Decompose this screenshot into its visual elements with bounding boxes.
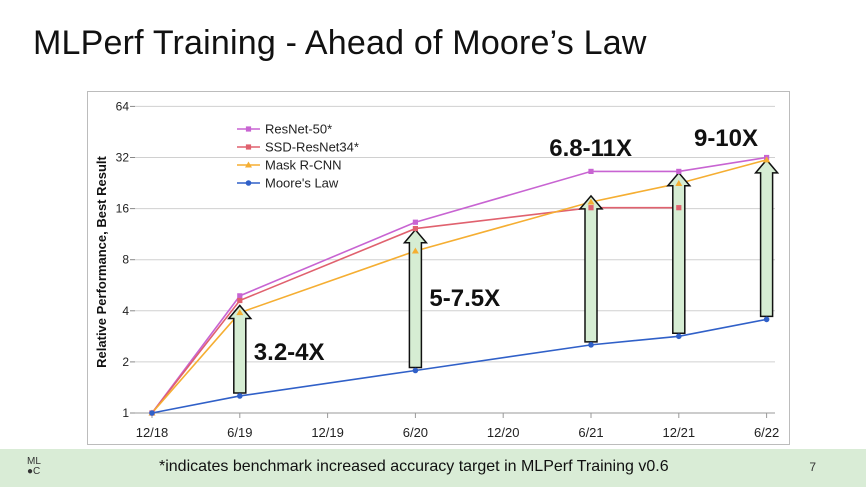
data-point-0	[676, 168, 682, 175]
annotation-arrow-0	[227, 304, 253, 394]
data-point-2	[587, 198, 595, 205]
series-line-0	[151, 156, 767, 414]
y-tick-label: 1	[122, 406, 129, 420]
legend-marker-0	[245, 126, 252, 132]
series-line-3	[151, 318, 767, 414]
footer-note: *indicates benchmark increased accuracy …	[159, 458, 669, 475]
y-tick-label: 4	[122, 304, 129, 318]
legend-marker-1	[245, 144, 252, 150]
data-point-0	[588, 168, 594, 175]
annotation-arrow-2	[578, 194, 604, 343]
mlcommons-logo: ML ●C	[27, 457, 41, 477]
logo-line-1: ML	[27, 456, 41, 467]
data-point-2	[763, 156, 771, 163]
legend-label-2: Mask R-CNN	[265, 158, 342, 173]
y-tick-label: 32	[116, 151, 130, 165]
data-point-3	[237, 393, 243, 399]
legend-marker-3	[245, 180, 252, 186]
legend-label-3: Moore's Law	[265, 176, 339, 191]
annotation-arrow-3	[666, 171, 692, 335]
x-tick-label: 6/21	[578, 425, 603, 440]
data-point-3	[412, 367, 419, 374]
legend-marker-2	[245, 161, 252, 168]
page-number: 7	[809, 460, 816, 474]
data-point-0	[237, 293, 243, 299]
x-tick-label: 6/20	[403, 425, 428, 440]
x-tick-label: 12/18	[136, 425, 169, 440]
x-tick-label: 6/22	[754, 425, 779, 440]
annotation-label-2: 6.8-11X	[549, 135, 632, 162]
data-point-1	[412, 225, 418, 232]
data-point-0	[412, 219, 418, 225]
data-point-1	[588, 205, 594, 211]
y-tick-label: 2	[122, 355, 129, 369]
slide-title: MLPerf Training - Ahead of Moore’s Law	[33, 24, 647, 62]
annotation-arrow-4	[753, 158, 780, 318]
legend-label-1: SSD-ResNet34*	[265, 140, 359, 155]
logo-line-2: ●C	[27, 466, 41, 477]
x-tick-label: 12/19	[311, 425, 344, 440]
data-point-3	[588, 342, 594, 348]
data-point-1	[237, 297, 243, 304]
annotation-label-1: 5-7.5X	[429, 285, 500, 312]
legend-label-0: ResNet-50*	[265, 122, 332, 137]
y-axis-label: Relative Performance, Best Result	[94, 155, 109, 367]
data-point-2	[236, 309, 244, 316]
data-point-2	[675, 179, 683, 186]
series-line-2	[151, 159, 767, 414]
data-point-1	[676, 205, 682, 211]
annotation-label-0: 3.2-4X	[254, 339, 325, 366]
y-tick-label: 64	[116, 99, 130, 113]
x-tick-label: 12/21	[663, 425, 696, 440]
data-point-2	[411, 247, 419, 254]
data-point-3	[676, 333, 682, 340]
footer-bar: ML ●C *indicates benchmark increased acc…	[0, 449, 866, 487]
annotation-arrow-1	[402, 228, 429, 369]
y-tick-label: 8	[122, 253, 129, 267]
data-point-3	[149, 410, 155, 416]
data-point-3	[763, 316, 770, 323]
annotation-label-4: 9-10X	[694, 125, 758, 152]
x-tick-label: 12/20	[487, 425, 520, 440]
y-tick-label: 16	[116, 202, 130, 216]
x-tick-label: 6/19	[227, 425, 252, 440]
